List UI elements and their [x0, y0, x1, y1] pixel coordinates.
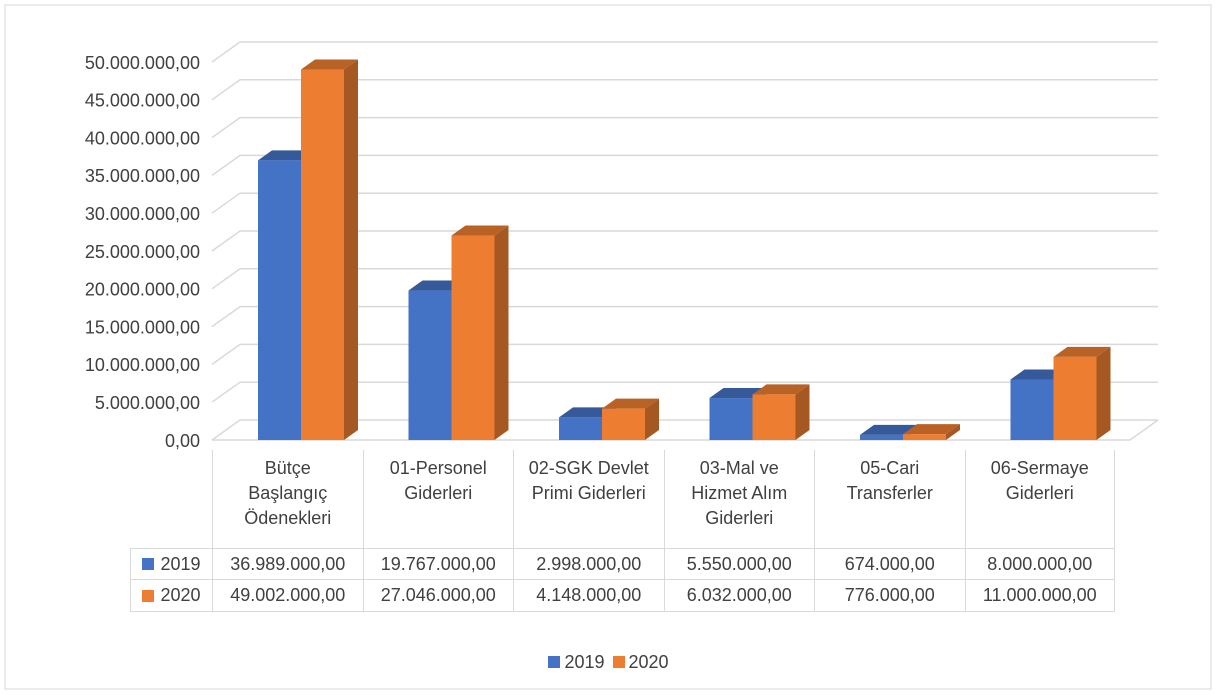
category-label: 03-Mal ve Hizmet Alım Giderleri	[663, 450, 815, 548]
bar-side	[494, 225, 509, 440]
y-tick-label: 50.000.000,00	[85, 53, 200, 73]
table-value: 776.000,00	[814, 580, 965, 612]
category-label: 06-Sermaye Giderleri	[964, 450, 1115, 548]
bar-front	[1010, 379, 1054, 440]
grid-line	[211, 154, 1158, 177]
table-value: 27.046.000,00	[362, 580, 513, 612]
y-tick-label: 30.000.000,00	[85, 204, 200, 224]
bar-top	[451, 225, 509, 236]
table-value: 5.550.000,00	[663, 548, 814, 580]
category-label: 05-Cari Transferler	[814, 450, 965, 548]
bar-front	[1053, 356, 1097, 440]
grid-line	[211, 305, 1158, 328]
bar-front	[709, 398, 753, 440]
bar-front	[752, 394, 796, 440]
bar-top	[903, 424, 960, 435]
grid-line	[211, 381, 1158, 403]
y-tick-label: 10.000.000,00	[85, 355, 200, 375]
bar-top	[1010, 369, 1068, 380]
bar-side	[795, 384, 810, 440]
bar	[752, 384, 810, 440]
grid-line	[211, 192, 1158, 214]
bar-top	[709, 388, 767, 399]
bar	[903, 424, 960, 440]
bar-top	[860, 424, 917, 435]
y-tick-label: 45.000.000,00	[85, 91, 200, 111]
table-value: 4.148.000,00	[513, 580, 664, 612]
bar-front	[903, 434, 946, 440]
table-series-name: 2020	[160, 585, 201, 605]
bar	[602, 398, 659, 440]
legend-swatch	[548, 656, 561, 668]
y-tick-label: 5.000.000,00	[95, 393, 200, 413]
chart-border	[4, 4, 1212, 690]
y-tick-label: 15.000.000,00	[85, 317, 200, 337]
grid-line	[211, 41, 1158, 63]
table-legend: 2020	[130, 580, 212, 612]
bar-front	[301, 69, 344, 441]
bar-front	[408, 290, 452, 440]
grid-line	[211, 230, 1158, 252]
legend-swatch	[142, 589, 155, 602]
bar-side	[344, 59, 358, 440]
table-series-name: 2019	[160, 553, 201, 574]
bar-top	[1053, 346, 1111, 357]
table-value: 8.000.000,00	[964, 548, 1115, 580]
bar-top	[752, 384, 810, 395]
table-value: 6.032.000,00	[663, 580, 814, 612]
y-tick-label: 40.000.000,00	[85, 128, 200, 148]
category-label: 02-SGK Devlet Primi Giderleri	[513, 450, 664, 548]
legend-swatch	[142, 558, 155, 570]
table-value: 36.989.000,00	[212, 548, 363, 580]
bar-side	[1096, 346, 1111, 440]
y-tick-label: 35.000.000,00	[85, 166, 200, 186]
legend: 2019 2020	[0, 648, 1217, 676]
bar	[301, 59, 358, 441]
category-label: Bütçe Başlangıç Ödenekleri	[212, 450, 363, 548]
table-value: 11.000.000,00	[964, 580, 1115, 612]
grid-line	[211, 268, 1158, 290]
table-legend: 2019	[130, 548, 212, 580]
legend-label: 2020	[628, 651, 669, 672]
grid-line	[211, 343, 1158, 366]
table-value: 19.767.000,00	[362, 548, 513, 580]
bar-top	[258, 150, 315, 161]
bar	[451, 225, 509, 440]
bar-front	[860, 434, 903, 440]
floor-edge	[1129, 419, 1159, 441]
bar-side	[946, 424, 960, 440]
bar-front	[258, 160, 301, 440]
y-tick-label: 20.000.000,00	[85, 280, 200, 300]
bar-front	[559, 417, 602, 440]
legend-swatch	[612, 656, 625, 668]
y-tick-label: 25.000.000,00	[85, 242, 200, 262]
bar	[1053, 346, 1111, 440]
table-value: 49.002.000,00	[212, 580, 363, 612]
bar-top	[602, 398, 659, 409]
bar-top	[408, 280, 466, 291]
bar-side	[645, 398, 659, 440]
bar-top	[559, 407, 616, 418]
category-label: 01-Personel Giderleri	[362, 450, 514, 548]
bar-front	[451, 235, 495, 440]
table-value: 2.998.000,00	[513, 548, 664, 580]
bar-front	[602, 408, 645, 440]
grid-line	[211, 79, 1158, 101]
y-tick-label: 0,00	[165, 431, 200, 451]
grid-line	[211, 116, 1158, 139]
legend-label: 2019	[564, 651, 605, 672]
table-value: 674.000,00	[814, 548, 965, 580]
bar-top	[301, 59, 358, 70]
grid-line	[211, 419, 1158, 441]
